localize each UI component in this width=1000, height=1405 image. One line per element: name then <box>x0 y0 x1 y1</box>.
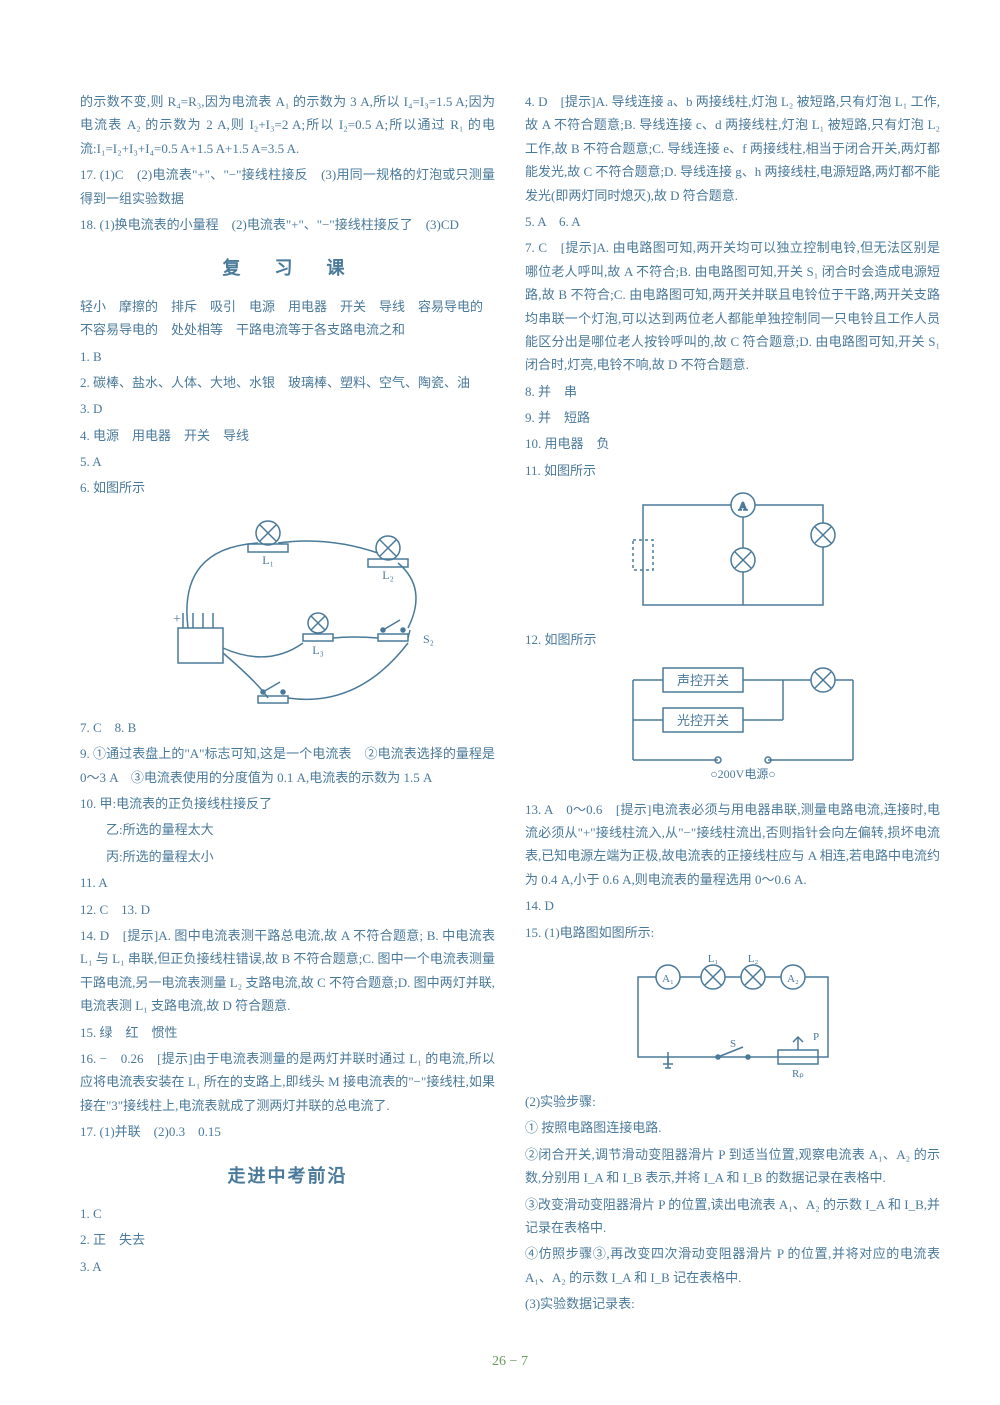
answer-item: 16. − 0.26 [提示]由于电流表测量的是两灯并联时通过 L₁ 的电流,所… <box>80 1047 495 1117</box>
answer-item: 1. C <box>80 1202 495 1225</box>
svg-text:Rₚ: Rₚ <box>791 1068 803 1080</box>
svg-text:声控开关: 声控开关 <box>676 673 728 688</box>
answer-item: 17. (1)并联 (2)0.3 0.15 <box>80 1120 495 1143</box>
answer-item: 5. A 6. A <box>525 210 940 233</box>
answer-item: 乙:所选的量程太大 <box>80 818 495 841</box>
circuit-diagram-2: A <box>525 490 940 620</box>
svg-text:L₁: L₁ <box>707 953 718 965</box>
section-title-review: 复 习 课 <box>80 252 495 284</box>
answer-item: 丙:所选的量程太小 <box>80 845 495 868</box>
answer-item: 4. 电源 用电器 开关 导线 <box>80 424 495 447</box>
svg-text:+: + <box>173 612 181 627</box>
pre-item: 的示数不变,则 R₄=R₃,因为电流表 A₁ 的示数为 3 A,所以 I₄=I₃… <box>80 90 495 160</box>
answer-item: 11. 如图所示 <box>525 459 940 482</box>
answer-item: ④仿照步骤③,再改变四次滑动变阻器滑片 P 的位置,并将对应的电流表 A₁、A₂… <box>525 1242 940 1289</box>
answer-item: 13. A 0～0.6 [提示]电流表必须与用电器串联,测量电路电流,连接时,电… <box>525 798 940 892</box>
answer-item: 1. B <box>80 345 495 368</box>
answer-item: 3. D <box>80 397 495 420</box>
answer-item: 15. (1)电路图如图所示: <box>525 921 940 944</box>
svg-text:S₁: S₁ <box>258 707 269 708</box>
answer-item: 14. D <box>525 894 940 917</box>
answer-item: 3. A <box>80 1255 495 1278</box>
svg-text:P: P <box>813 1031 819 1043</box>
answer-item: 5. A <box>80 450 495 473</box>
svg-text:L₃: L₃ <box>312 643 324 657</box>
intro-text: 轻小 摩擦的 排斥 吸引 电源 用电器 开关 导线 容易导电的 不容易导电的 处… <box>80 295 495 342</box>
svg-text:L₂: L₂ <box>382 568 394 582</box>
answer-item: 2. 碳棒、盐水、人体、大地、水银 玻璃棒、塑料、空气、陶瓷、油 <box>80 371 495 394</box>
answer-item: 8. 并 串 <box>525 380 940 403</box>
answer-item: 7. C [提示]A. 由电路图可知,两开关均可以独立控制电铃,但无法区别是哪位… <box>525 236 940 376</box>
answer-item: 15. 绿 红 惯性 <box>80 1021 495 1044</box>
circuit-diagram-4: A₁ A₂ L₁ L₂ S P Rₚ <box>525 952 940 1082</box>
answer-item: ③改变滑动变阻器滑片 P 的位置,读出电流表 A₁、A₂ 的示数 I_A 和 I… <box>525 1193 940 1240</box>
answer-item: (2)实验步骤: <box>525 1090 940 1113</box>
svg-text:A: A <box>738 499 747 513</box>
svg-text:A₂: A₂ <box>787 973 799 985</box>
svg-text:○200V电源○: ○200V电源○ <box>710 767 775 781</box>
circuit-diagram-1: L₁ L₂ L₃ S₂ S₁ + <box>80 508 495 708</box>
circuit-diagram-3: 声控开关 光控开关 ○200V电源○ <box>525 660 940 790</box>
page-number: 26 − 7 <box>80 1349 940 1374</box>
answer-item: 9. ①通过表盘上的"A"标志可知,这是一个电流表 ②电流表选择的量程是 0～3… <box>80 742 495 789</box>
answer-item: 12. 如图所示 <box>525 628 940 651</box>
answer-item: 10. 甲:电流表的正负接线柱接反了 <box>80 792 495 815</box>
svg-text:L₁: L₁ <box>262 553 274 567</box>
right-column: 4. D [提示]A. 导线连接 a、b 两接线柱,灯泡 L₂ 被短路,只有灯泡… <box>525 90 940 1319</box>
answer-item: 11. A <box>80 871 495 894</box>
answer-item: 2. 正 失去 <box>80 1228 495 1251</box>
answer-item: 7. C 8. B <box>80 716 495 739</box>
answer-item: (3)实验数据记录表: <box>525 1292 940 1315</box>
answer-item: 14. D [提示]A. 图中电流表测干路总电流,故 A 不符合题意; B. 中… <box>80 924 495 1018</box>
left-column: 的示数不变,则 R₄=R₃,因为电流表 A₁ 的示数为 3 A,所以 I₄=I₃… <box>80 90 495 1319</box>
answer-item: ① 按照电路图连接电路. <box>525 1116 940 1139</box>
answer-item: 10. 用电器 负 <box>525 432 940 455</box>
svg-text:S₂: S₂ <box>423 632 434 646</box>
answer-item: ②闭合开关,调节滑动变阻器滑片 P 到适当位置,观察电流表 A₁、A₂ 的示数,… <box>525 1143 940 1190</box>
pre-item: 18. (1)换电流表的小量程 (2)电流表"+"、"−"接线柱接反了 (3)C… <box>80 213 495 236</box>
svg-text:L₂: L₂ <box>747 953 758 965</box>
pre-item: 17. (1)C (2)电流表"+"、"−"接线柱接反 (3)用同一规格的灯泡或… <box>80 163 495 210</box>
svg-text:A₁: A₁ <box>662 973 674 985</box>
section-title-exam: 走进中考前沿 <box>80 1160 495 1192</box>
answer-item: 9. 并 短路 <box>525 406 940 429</box>
svg-text:光控开关: 光控开关 <box>676 713 728 728</box>
svg-text:S: S <box>729 1038 735 1050</box>
answer-item: 12. C 13. D <box>80 898 495 921</box>
answer-item: 4. D [提示]A. 导线连接 a、b 两接线柱,灯泡 L₂ 被短路,只有灯泡… <box>525 90 940 207</box>
answer-item: 6. 如图所示 <box>80 476 495 499</box>
